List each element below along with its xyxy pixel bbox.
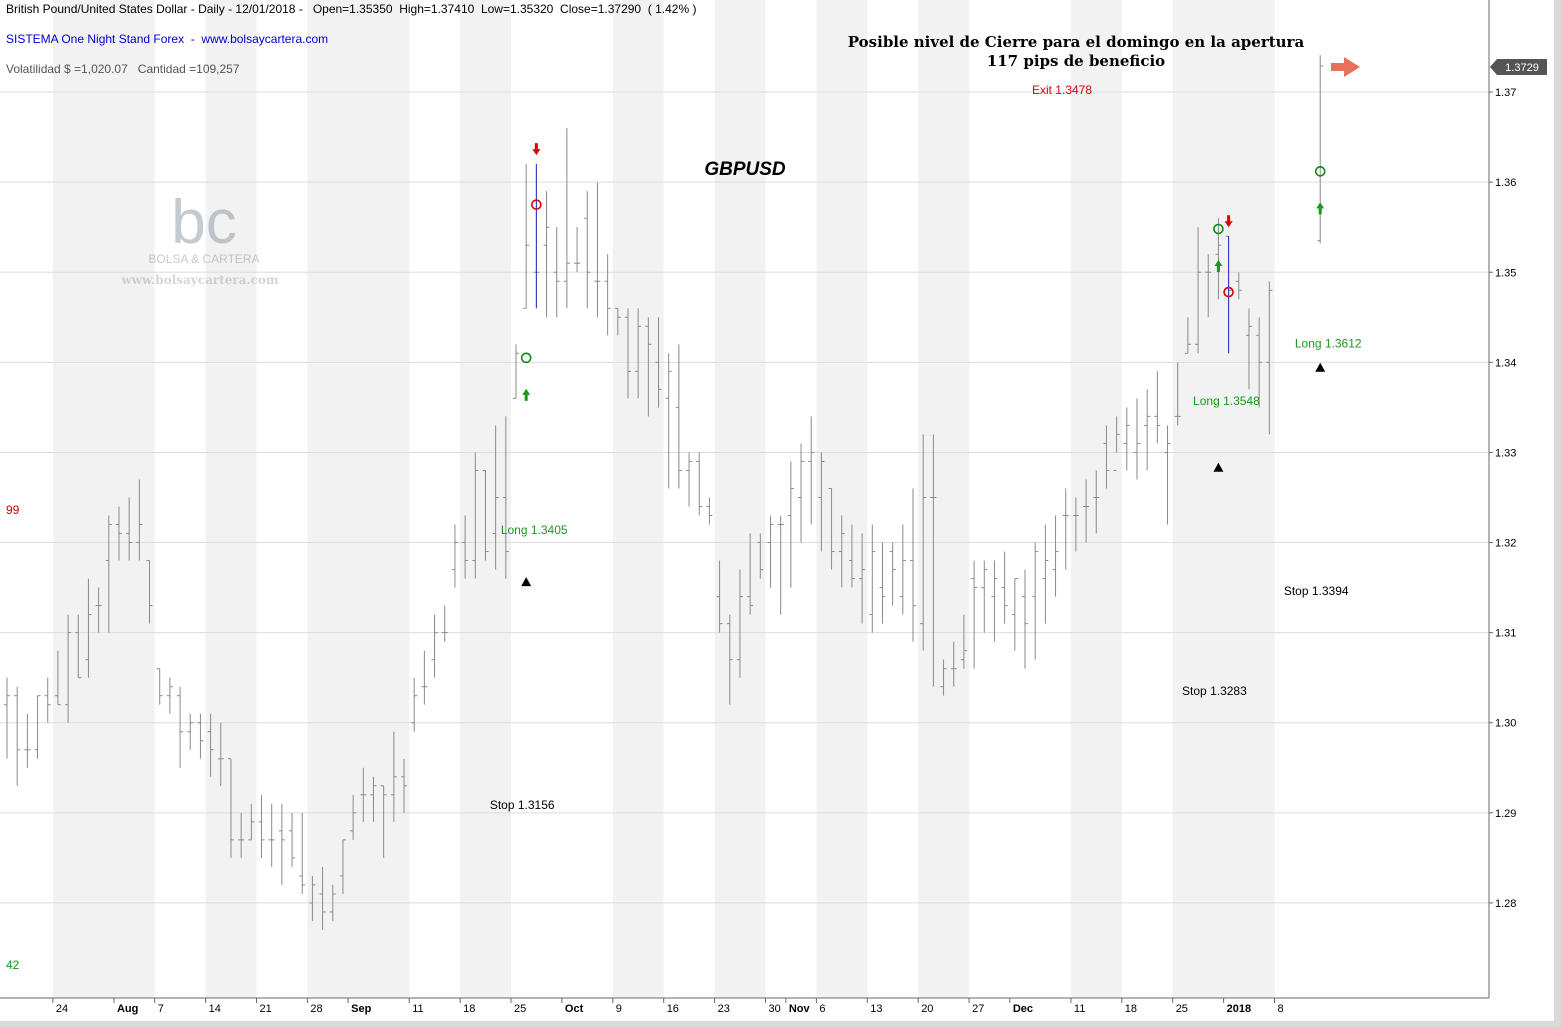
buy-arrow	[1316, 202, 1325, 215]
x-tick-label: 2018	[1227, 1003, 1251, 1015]
x-tick-label: 23	[718, 1003, 730, 1015]
x-tick-label: 9	[616, 1003, 622, 1015]
x-tick-label: 28	[310, 1003, 322, 1015]
last-price-box	[1490, 59, 1547, 75]
x-tick-label: Aug	[117, 1003, 138, 1015]
x-tick-label: Sep	[351, 1003, 371, 1015]
x-axis: 24 Aug 7 14 21 28 Sep 11 18 25 Oct 9 16 23 30 Nov 6 13 20 2…	[52, 998, 1284, 1015]
annotation-line2: 117 pips de beneficio	[987, 52, 1165, 70]
long-label: Long 1.3548	[1193, 394, 1260, 408]
watermark-url: www.bolsaycartera.com	[120, 273, 279, 287]
x-tick-label: 21	[260, 1003, 272, 1015]
sell-arrow	[532, 143, 541, 156]
window-shadow-bottom	[0, 1021, 1561, 1027]
week-bands	[52, 0, 1275, 998]
entry-circle	[1213, 223, 1224, 235]
x-tick-label: 27	[972, 1003, 984, 1015]
forecast-arrow	[1331, 57, 1360, 77]
stop-label: Stop 1.3156	[490, 798, 555, 812]
x-tick-label: Nov	[789, 1003, 811, 1015]
entry-circle	[1314, 166, 1326, 177]
x-tick-label: 14	[209, 1003, 221, 1015]
entry-circle	[520, 352, 532, 364]
trade-markers: Long 1.3405 Stop 1.3156 Long 1.3548 Stop 1.…	[490, 83, 1362, 812]
y-axis: 1.28 1.29 1.30 1.31 1.32 1.33 1.34 1.35 1.36 1.37	[1489, 87, 1516, 910]
exit-label: Exit 1.3478	[1032, 83, 1092, 97]
annotation-line1: Posible nivel de Cierre para el domingo …	[848, 33, 1305, 51]
week-band	[918, 0, 970, 998]
x-tick-label: 11	[1074, 1003, 1085, 1015]
week-band	[1172, 0, 1275, 998]
week-band	[307, 0, 410, 998]
y-tick-label: 1.31	[1495, 628, 1516, 640]
x-tick-label: 18	[463, 1003, 475, 1015]
x-tick-label: Dec	[1013, 1003, 1033, 1015]
x-tick-label: Oct	[565, 1003, 584, 1015]
x-tick-label: 24	[56, 1003, 68, 1015]
stop-triangle	[1315, 362, 1326, 372]
stop-label: Stop 1.3283	[1182, 684, 1247, 698]
y-tick-label: 1.28	[1495, 898, 1516, 910]
stop-label: Stop 1.3394	[1284, 584, 1349, 598]
x-tick-label: 7	[158, 1003, 164, 1015]
long-label: Long 1.3612	[1295, 336, 1362, 350]
y-tick-label: 1.35	[1495, 267, 1516, 279]
chart-grid	[0, 91, 1489, 904]
exit-circle	[1223, 286, 1234, 298]
week-band	[52, 0, 155, 998]
y-tick-label: 1.29	[1495, 808, 1516, 820]
watermark-name: BOLSA & CARTERA	[148, 252, 259, 266]
watermark-logo: bc BOLSA & CARTERA www.bolsaycartera.com	[120, 188, 279, 287]
x-tick-label: 25	[1176, 1003, 1188, 1015]
chart-title: GBPUSD	[704, 159, 786, 180]
watermark-letters: bc	[171, 188, 236, 257]
stop-triangle	[521, 577, 532, 587]
last-price-tag: 1.3729	[1490, 59, 1547, 75]
x-tick-label: 11	[412, 1003, 423, 1015]
x-tick-label: 13	[870, 1003, 882, 1015]
week-band	[816, 0, 868, 998]
last-price-label: 1.3729	[1505, 62, 1539, 74]
y-tick-label: 1.33	[1495, 447, 1516, 459]
week-band	[612, 0, 664, 998]
exit-circle	[531, 199, 542, 210]
y-tick-label: 1.37	[1495, 87, 1516, 99]
x-tick-label: 8	[1278, 1003, 1284, 1015]
x-tick-label: 30	[769, 1003, 781, 1015]
price-bars	[4, 55, 1324, 930]
sell-arrow	[1224, 215, 1233, 228]
y-tick-label: 1.32	[1495, 538, 1516, 550]
indicator-lower-label: 42	[6, 958, 20, 972]
long-label: Long 1.3405	[501, 523, 568, 537]
buy-arrow	[1214, 260, 1223, 273]
x-tick-label: 18	[1125, 1003, 1137, 1015]
buy-arrow	[522, 388, 531, 401]
forecast-arrow-shape	[1331, 57, 1360, 77]
indicator-upper-label: 99	[6, 503, 20, 517]
x-tick-label: 16	[667, 1003, 679, 1015]
x-tick-label: 6	[819, 1003, 825, 1015]
week-band	[714, 0, 766, 998]
x-tick-label: 25	[514, 1003, 526, 1015]
y-tick-label: 1.34	[1495, 357, 1516, 369]
system-header: SISTEMA One Night Stand Forex - www.bols…	[6, 32, 329, 46]
y-tick-label: 1.36	[1495, 177, 1516, 189]
stop-triangle	[1213, 462, 1224, 472]
symbol-header: British Pound/United States Dollar - Dai…	[6, 2, 697, 16]
window-shadow-right	[1554, 0, 1561, 1027]
x-tick-label: 20	[921, 1003, 933, 1015]
y-tick-label: 1.30	[1495, 718, 1516, 730]
volatility-header: Volatilidad $ =1,020.07 Cantidad =109,25…	[6, 62, 240, 76]
